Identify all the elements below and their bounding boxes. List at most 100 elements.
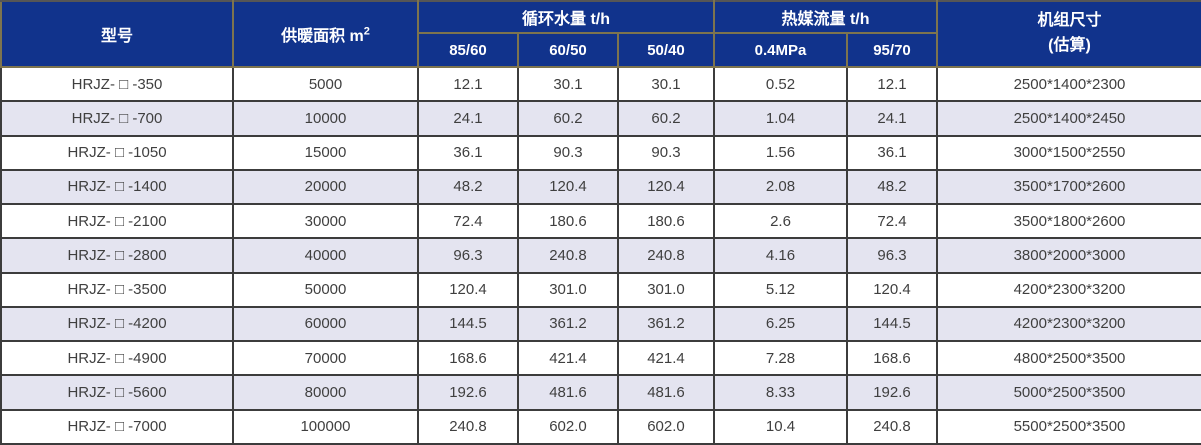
table-cell: 602.0: [517, 408, 619, 445]
subheader-cell-85-60: 85/60: [417, 32, 519, 68]
table-row: HRJZ- □ -4200 60000 144.5 361.2 361.2 6.25 144…: [0, 305, 1201, 343]
table-cell: 240.8: [846, 408, 938, 445]
table-cell: 192.6: [417, 374, 519, 411]
table-cell: 60000: [232, 305, 419, 343]
table-cell: HRJZ- □ -1050: [0, 134, 234, 171]
table-row: HRJZ- □ -7000 100000 240.8 602.0 602.0 10.4 24…: [0, 408, 1201, 445]
table-cell: 3000*1500*2550: [936, 134, 1201, 171]
table-cell: 240.8: [517, 237, 619, 274]
table-cell: 48.2: [417, 168, 519, 206]
table-cell: 2.08: [713, 168, 848, 206]
header-sub-row: 85/60 60/50 50/40 0.4MPa 95/70: [1, 32, 1201, 68]
table-cell: HRJZ- □ -5600: [0, 374, 234, 411]
table-cell: 10000: [232, 100, 419, 137]
table-cell: 120.4: [517, 168, 619, 206]
table-cell: 192.6: [846, 374, 938, 411]
table-header: 型号 供暖面积 m2 循环水量 t/h 热媒流量 t/h 机组尺寸 (估算) 8…: [0, 0, 1201, 68]
table-cell: 24.1: [417, 100, 519, 137]
table-cell: 8.33: [713, 374, 848, 411]
table-cell: 12.1: [417, 65, 519, 103]
table-cell: 240.8: [617, 237, 715, 274]
table-cell: HRJZ- □ -4900: [0, 340, 234, 377]
model-header-label: 型号: [100, 28, 133, 45]
table-cell: 15000: [232, 134, 419, 171]
header-cell-unit-size: 机组尺寸 (估算): [936, 0, 1201, 68]
table-cell: HRJZ- □ -350: [0, 65, 234, 103]
table-row: HRJZ- □ -5600 80000 192.6 481.6 481.6 8.33 192…: [0, 374, 1201, 411]
heat-medium-group-label: 热媒流量 t/h: [781, 11, 870, 28]
table-cell: 24.1: [846, 100, 938, 137]
table-cell: HRJZ- □ -4200: [0, 305, 234, 343]
table-cell: 361.2: [617, 305, 715, 343]
header-cell-heating-area: 供暖面积 m2: [232, 0, 419, 68]
table-row: HRJZ- □ -700 10000 24.1 60.2 60.2 1.04 24.1 250…: [0, 100, 1201, 137]
table-cell: 90.3: [517, 134, 619, 171]
table-cell: 2.6: [713, 203, 848, 240]
table-row: HRJZ- □ -2100 30000 72.4 180.6 180.6 2.6 72.4 3…: [0, 203, 1201, 240]
table-cell: 1.04: [713, 100, 848, 137]
subheader-cell-95-70: 95/70: [846, 32, 938, 68]
circulating-water-group-label: 循环水量 t/h: [522, 11, 610, 28]
table-cell: 481.6: [517, 374, 619, 411]
table-cell: 5000*2500*3500: [936, 374, 1201, 411]
table-cell: 4200*2300*3200: [936, 271, 1201, 308]
table-cell: 4800*2500*3500: [936, 340, 1201, 377]
table-row: HRJZ- □ -2800 40000 96.3 240.8 240.8 4.16 96.3…: [0, 237, 1201, 274]
table-cell: 30.1: [617, 65, 715, 103]
table-cell: 36.1: [417, 134, 519, 171]
table-cell: 100000: [232, 408, 419, 445]
table-cell: HRJZ- □ -3500: [0, 271, 234, 308]
table-cell: HRJZ- □ -1400: [0, 168, 234, 206]
table-cell: 301.0: [617, 271, 715, 308]
subheader-cell-04mpa: 0.4MPa: [713, 32, 848, 68]
table-cell: 5000: [232, 65, 419, 103]
table-cell: 72.4: [417, 203, 519, 240]
subheader-cell-50-40: 50/40: [617, 32, 715, 68]
table-cell: 481.6: [617, 374, 715, 411]
table-cell: 120.4: [846, 271, 938, 308]
table-cell: HRJZ- □ -700: [0, 100, 234, 137]
table-cell: 20000: [232, 168, 419, 206]
table-cell: 60.2: [517, 100, 619, 137]
table-cell: HRJZ- □ -2100: [0, 203, 234, 240]
table-cell: 72.4: [846, 203, 938, 240]
table-cell: 3800*2000*3000: [936, 237, 1201, 274]
table-cell: 90.3: [617, 134, 715, 171]
table-cell: 3500*1700*2600: [936, 168, 1201, 206]
table-cell: 120.4: [417, 271, 519, 308]
table-cell: 36.1: [846, 134, 938, 171]
header-group-circulating-water: 循环水量 t/h: [417, 0, 715, 34]
table-cell: 96.3: [417, 237, 519, 274]
header-group-heat-medium-flow: 热媒流量 t/h: [713, 0, 938, 34]
table-cell: 48.2: [846, 168, 938, 206]
table-cell: 4200*2300*3200: [936, 305, 1201, 343]
table-row: HRJZ- □ -3500 50000 120.4 301.0 301.0 5.12 120…: [0, 271, 1201, 308]
table-cell: 12.1: [846, 65, 938, 103]
table-cell: 361.2: [517, 305, 619, 343]
table-cell: 120.4: [617, 168, 715, 206]
table-cell: 96.3: [846, 237, 938, 274]
table-cell: 60.2: [617, 100, 715, 137]
table-cell: 30.1: [517, 65, 619, 103]
table-cell: 0.52: [713, 65, 848, 103]
table-cell: 10.4: [713, 408, 848, 445]
unit-size-header-sublabel: (估算): [1048, 37, 1091, 54]
table-cell: 40000: [232, 237, 419, 274]
header-group-row: 型号 供暖面积 m2 循环水量 t/h 热媒流量 t/h 机组尺寸 (估算): [0, 0, 1201, 68]
table-cell: 180.6: [617, 203, 715, 240]
heating-area-header-label: 供暖面积 m: [281, 28, 364, 45]
table-cell: 3500*1800*2600: [936, 203, 1201, 240]
table-row: HRJZ- □ -1400 20000 48.2 120.4 120.4 2.08 48.2…: [0, 168, 1201, 206]
unit-size-header-label: 机组尺寸: [1037, 12, 1102, 30]
table-cell: 7.28: [713, 340, 848, 377]
subheader-cell-60-50: 60/50: [517, 32, 619, 68]
table-row: HRJZ- □ -350 5000 12.1 30.1 30.1 0.52 12.1 2500…: [0, 65, 1201, 103]
table-cell: 421.4: [517, 340, 619, 377]
header-cell-model: 型号: [0, 0, 234, 68]
table-cell: 168.6: [417, 340, 519, 377]
table-row: HRJZ- □ -1050 15000 36.1 90.3 90.3 1.56 36.1 30…: [0, 134, 1201, 171]
table-body: HRJZ- □ -350 5000 12.1 30.1 30.1 0.52 12.1 2500…: [0, 65, 1201, 445]
table-cell: 180.6: [517, 203, 619, 240]
table-cell: 1.56: [713, 134, 848, 171]
table-cell: 602.0: [617, 408, 715, 445]
